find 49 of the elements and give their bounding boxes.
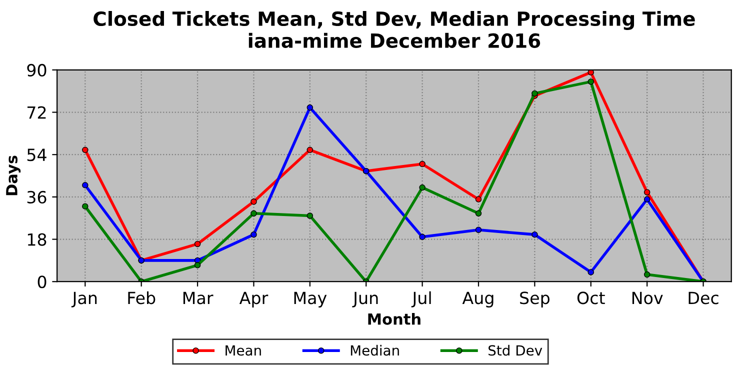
x-tick-label: May <box>294 292 327 308</box>
x-tick-label: Jun <box>352 292 378 308</box>
y-tick-label: 36 <box>27 190 46 204</box>
point <box>419 160 426 168</box>
legend-label: Mean <box>226 345 261 356</box>
x-tick-label: Feb <box>128 291 156 304</box>
y-tick-label: 72 <box>27 106 46 119</box>
chart-title: Closed Tickets Mean, Std Dev, Median Processing Time iana-mime December 2016 <box>94 11 695 48</box>
x-tick-label: Nov <box>632 292 663 304</box>
point <box>250 231 257 238</box>
x-tick-label: Aug <box>462 292 494 308</box>
point <box>475 196 482 202</box>
x-tick-label: Sep <box>520 292 550 308</box>
x-tick-label: Jan <box>71 292 97 308</box>
y-tick-label: 90 <box>27 64 46 76</box>
point <box>475 210 482 217</box>
point <box>419 234 426 240</box>
point <box>588 269 594 276</box>
x-axis-title: Month <box>368 313 420 325</box>
point <box>532 90 538 97</box>
x-tick-label: Mar <box>183 292 214 304</box>
y-tick-label: 54 <box>27 148 46 162</box>
point <box>306 104 314 111</box>
legend-label: Std Dev <box>488 344 542 356</box>
point <box>588 78 594 85</box>
point <box>306 212 314 219</box>
point <box>250 198 257 205</box>
point <box>475 226 482 233</box>
point <box>644 189 650 196</box>
point <box>644 196 650 202</box>
x-tick-label: Dec <box>688 292 718 304</box>
y-axis-title: Days <box>6 156 21 196</box>
point <box>82 146 88 154</box>
x-tick-label: Oct <box>577 292 605 304</box>
legend-label: Median <box>350 344 399 356</box>
point <box>194 262 201 268</box>
point <box>250 210 257 217</box>
point <box>644 271 650 278</box>
point <box>82 182 88 188</box>
point <box>588 70 594 76</box>
point <box>419 184 426 191</box>
point <box>532 231 538 238</box>
point <box>82 203 88 210</box>
x-tick-label: Jul <box>411 291 431 308</box>
x-tick-label: Apr <box>239 292 268 308</box>
point <box>306 146 314 154</box>
y-tick-label: 0 <box>38 276 46 288</box>
y-tick-label: 18 <box>28 233 46 246</box>
point <box>194 240 201 248</box>
